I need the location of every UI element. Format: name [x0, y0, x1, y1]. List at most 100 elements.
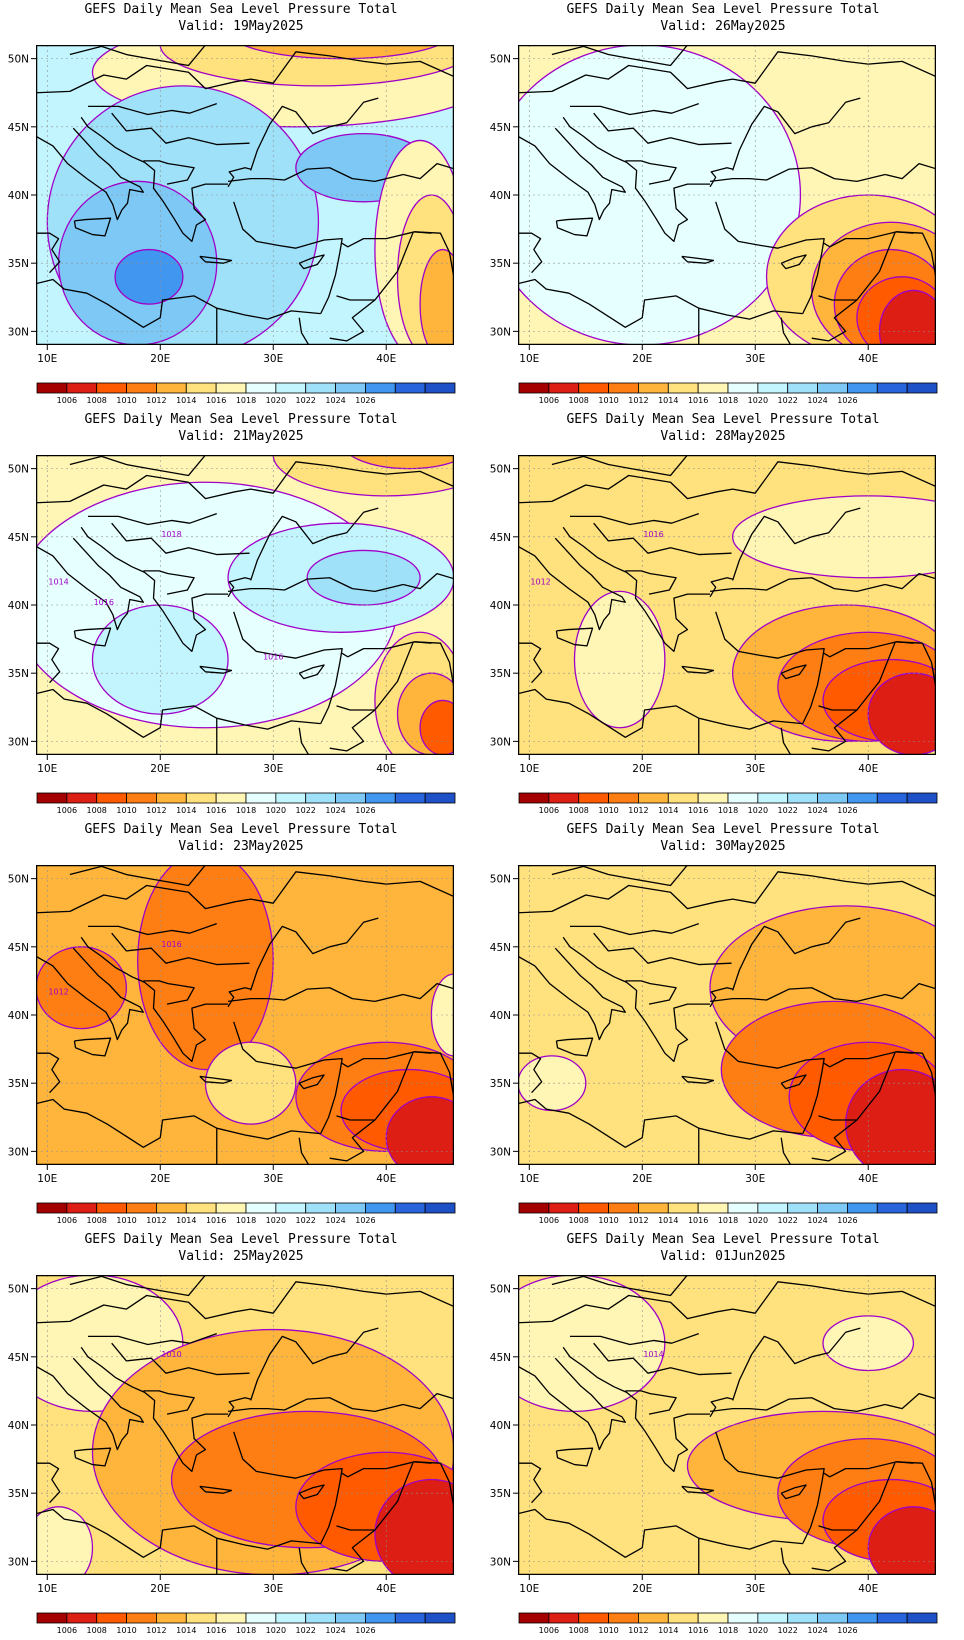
panel-valid-date: Valid: 21May2025 — [178, 429, 304, 444]
colorbar-swatch — [185, 382, 217, 394]
colorbar-swatch — [697, 1612, 729, 1624]
colorbar-label: 1024 — [807, 1626, 827, 1635]
coastline-border — [896, 1051, 936, 1099]
pressure-map: 1016 1012 — [36, 865, 454, 1165]
coastline-border — [885, 982, 936, 1000]
pressure-contour-region — [374, 1478, 454, 1575]
colorbar-label: 1022 — [778, 396, 798, 405]
colorbar-swatch — [126, 1202, 157, 1214]
colorbar-label: 1020 — [748, 1216, 768, 1225]
coastline-border — [555, 217, 594, 237]
coastline-border — [36, 1098, 321, 1148]
pressure-contour-region — [518, 1275, 666, 1413]
latitude-tick-label: 45N — [8, 532, 29, 544]
contour-label: 1018 — [161, 530, 181, 539]
colorbar-swatch — [876, 1202, 908, 1214]
coastline-border — [250, 1327, 379, 1401]
coastline-border — [715, 201, 825, 314]
colorbar-swatch — [518, 792, 550, 804]
colorbar-swatch — [275, 792, 307, 804]
pressure-contour-region — [822, 1315, 915, 1372]
coastline-border — [811, 1529, 858, 1572]
colorbar-label: 1026 — [837, 1626, 857, 1635]
coastline-border — [780, 1547, 792, 1575]
coastline-border — [69, 1275, 206, 1297]
colorbar-swatch — [757, 1202, 789, 1214]
colorbar-swatch — [608, 792, 639, 804]
coastline-border — [780, 254, 807, 270]
coastline-border — [36, 127, 144, 221]
latitude-tick-label: 30N — [8, 1146, 29, 1158]
coastline-border — [868, 880, 936, 947]
colorbar-label: 1014 — [658, 806, 678, 815]
pressure-map: 1010 — [36, 1275, 454, 1575]
coastline-border — [298, 664, 325, 680]
coastline-border — [518, 642, 543, 684]
forecast-panel: GEFS Daily Mean Sea Level Pressure Total… — [0, 820, 482, 1230]
colorbar-swatch — [847, 382, 878, 394]
contour-label: 1012 — [530, 578, 550, 587]
contour-label: 1014 — [48, 578, 68, 587]
pressure-colorbar: 1006 1008 1010 1012 1014 1016 1018 1020 1022 1024… — [518, 1612, 938, 1635]
colorbar-label: 1016 — [206, 1626, 226, 1635]
latitude-tick-label: 35N — [490, 258, 511, 270]
coastline-border — [36, 1281, 387, 1324]
colorbar-label: 1016 — [688, 806, 708, 815]
coastline-border — [69, 865, 206, 887]
coastline-border — [329, 709, 376, 752]
coastline-border — [896, 231, 936, 279]
colorbar-swatch — [305, 1612, 336, 1624]
colorbar-swatch — [335, 1202, 366, 1214]
coastline-border — [562, 116, 646, 201]
panel-title: GEFS Daily Mean Sea Level Pressure Total — [566, 822, 880, 837]
colorbar-label: 1014 — [658, 396, 678, 405]
coastline-border — [298, 1074, 325, 1090]
coastline-border — [518, 947, 626, 1041]
colorbar-swatch — [817, 1612, 848, 1624]
colorbar-swatch — [126, 1612, 157, 1624]
coastline-border — [403, 162, 454, 180]
coastline-border — [715, 1021, 825, 1134]
coastline-border — [199, 1075, 233, 1084]
colorbar-label: 1018 — [718, 396, 738, 405]
coastline-border — [36, 278, 321, 328]
pressure-contour-region — [36, 946, 128, 1030]
coastline-border — [161, 593, 229, 653]
coastline-border — [818, 1461, 896, 1531]
panel-valid-date: Valid: 25May2025 — [178, 1249, 304, 1264]
longitude-tick-label: 20E — [150, 1173, 170, 1185]
coastline-border — [885, 162, 936, 180]
colorbar-swatch — [424, 382, 456, 394]
colorbar-label: 1020 — [748, 1626, 768, 1635]
colorbar-label: 1016 — [206, 806, 226, 815]
colorbar-swatch — [394, 382, 426, 394]
pressure-map: 1016 1012 — [518, 455, 936, 755]
coastline-border — [329, 1119, 376, 1162]
coastline-border — [111, 522, 250, 556]
panel-title: GEFS Daily Mean Sea Level Pressure Total — [566, 412, 880, 427]
colorbar-swatch — [906, 1202, 938, 1214]
colorbar-label: 1012 — [628, 1216, 648, 1225]
colorbar-label: 1010 — [116, 396, 136, 405]
coastline-border — [227, 577, 251, 598]
longitude-tick-label: 40E — [858, 1173, 878, 1185]
coastline-border — [518, 278, 803, 328]
colorbar-swatch — [906, 1612, 938, 1624]
colorbar-swatch — [156, 1202, 187, 1214]
pressure-contour-region — [349, 455, 454, 470]
colorbar-swatch — [817, 1202, 848, 1214]
colorbar-swatch — [275, 1612, 307, 1624]
coastline-border — [709, 987, 886, 1003]
coastline-border — [143, 570, 195, 595]
coastline-border — [551, 865, 688, 887]
colorbar-label: 1012 — [628, 806, 648, 815]
latitude-tick-label: 50N — [8, 464, 29, 476]
colorbar-swatch — [876, 382, 908, 394]
colorbar-label: 1020 — [748, 396, 768, 405]
colorbar-swatch — [36, 1202, 68, 1214]
longitude-tick-label: 10E — [37, 1173, 57, 1185]
colorbar-label: 1006 — [539, 806, 559, 815]
colorbar-label: 1012 — [146, 1626, 166, 1635]
coastline-border — [329, 299, 376, 342]
colorbar-swatch — [518, 1202, 550, 1214]
